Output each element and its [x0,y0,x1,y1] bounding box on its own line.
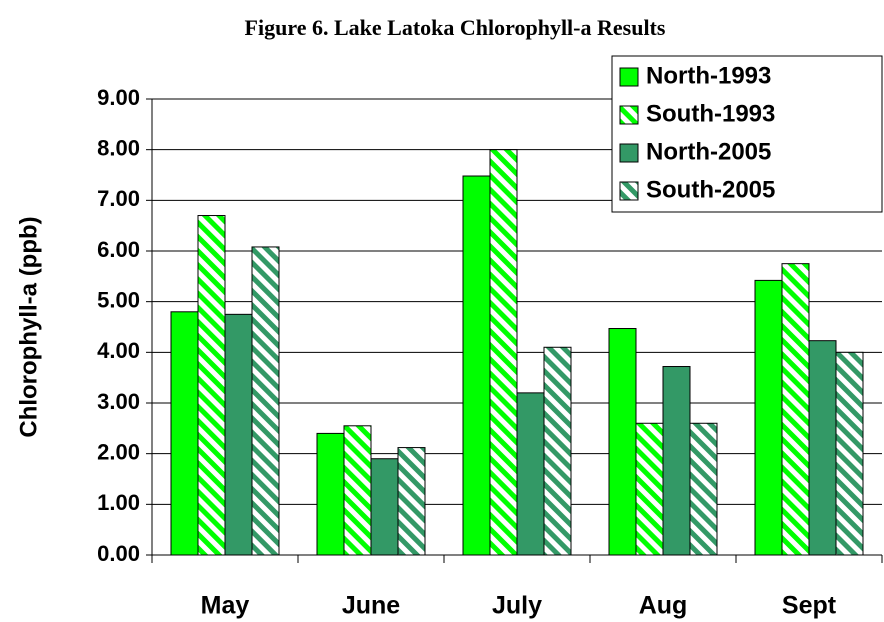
bar [343,425,372,556]
legend-label: South-2005 [646,176,775,203]
bar [462,175,491,556]
bar [754,279,783,556]
x-tick-label: July [492,592,542,620]
y-tick-label: 4.00 [97,338,140,363]
legend-label: North-2005 [646,138,771,165]
bar [662,366,691,556]
y-tick-label: 1.00 [97,490,140,515]
y-tick-label: 6.00 [97,237,140,262]
bar [808,340,837,556]
legend-swatch [619,67,639,87]
legend-swatch [619,181,639,201]
bar [781,263,810,556]
x-tick-label: May [201,592,250,620]
legend-label: North-1993 [646,62,771,89]
bar [224,313,253,556]
y-tick-label: 3.00 [97,389,140,414]
x-tick-label: Sept [782,592,837,620]
y-tick-label: 0.00 [97,541,140,566]
y-axis-label: Chlorophyll-a (ppb) [15,216,42,437]
bar [689,422,718,556]
bar [608,328,637,556]
bar [251,246,280,556]
y-tick-label: 8.00 [97,135,140,160]
x-tick-label: Aug [639,592,688,620]
y-tick-label: 7.00 [97,186,140,211]
bar [397,447,426,556]
legend-swatch [619,105,639,125]
bar [197,215,226,556]
bar [316,432,345,556]
legend-label: South-1993 [646,100,775,127]
legend-box [611,55,883,213]
y-tick-label: 9.00 [97,85,140,110]
bar [635,422,664,556]
bar [543,346,572,556]
chart-title: Figure 6. Lake Latoka Chlorophyll-a Resu… [245,15,666,40]
legend-swatch [619,143,639,163]
x-tick-label: June [342,592,400,620]
bar [170,311,199,556]
bar [370,458,399,556]
bar [835,351,864,556]
bar [489,149,518,556]
y-tick-label: 2.00 [97,439,140,464]
bar [516,392,545,556]
y-tick-label: 5.00 [97,287,140,312]
